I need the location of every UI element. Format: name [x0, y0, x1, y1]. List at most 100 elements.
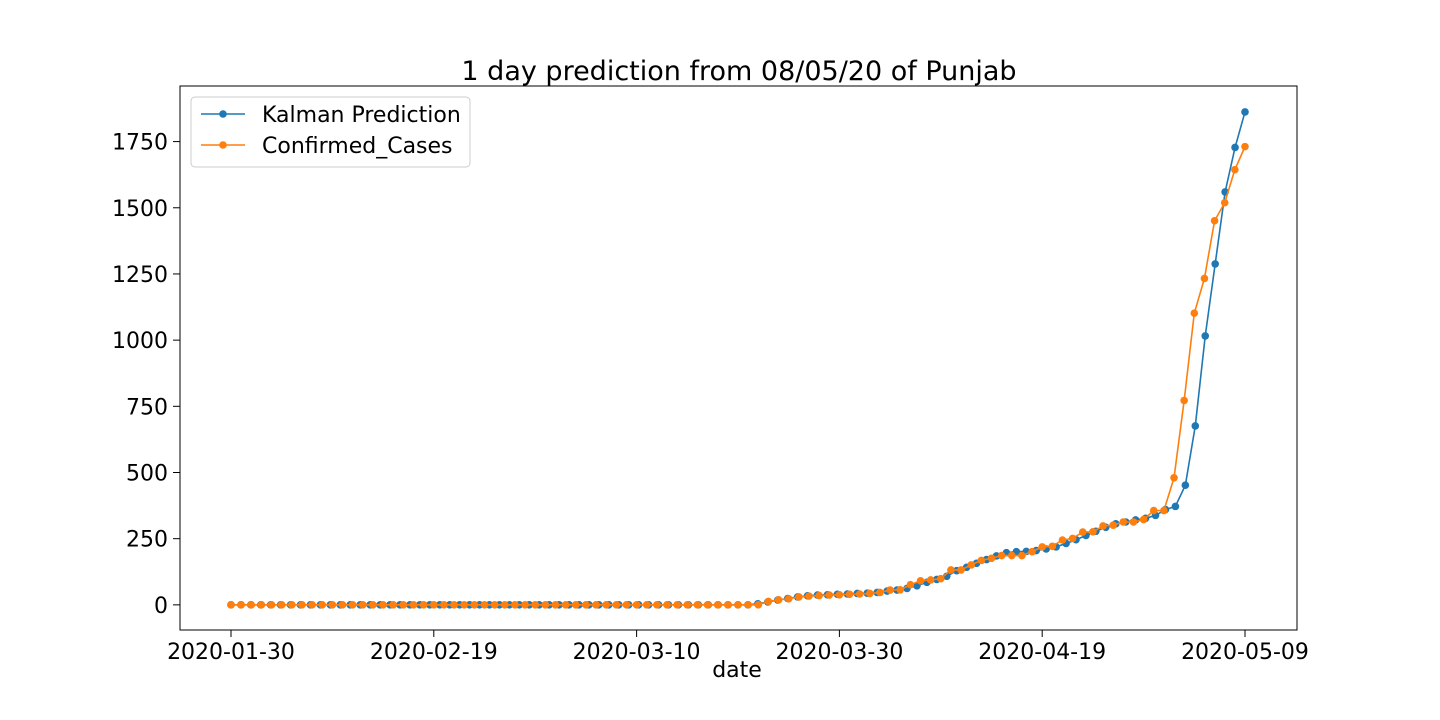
legend-box — [190, 96, 471, 168]
data-point — [1129, 518, 1138, 526]
data-point — [1007, 551, 1016, 560]
data-point — [500, 601, 509, 609]
data-point — [480, 601, 489, 609]
data-point — [1109, 521, 1117, 529]
data-point — [1201, 332, 1210, 340]
x-tick-label: 2020-02-19 — [370, 640, 498, 665]
x-axis-title: date — [712, 658, 762, 683]
data-point — [1028, 547, 1036, 556]
data-point — [896, 585, 905, 594]
data-point — [1139, 515, 1148, 524]
data-point — [886, 586, 894, 594]
data-point — [470, 601, 479, 609]
data-point — [876, 588, 884, 597]
y-tick-label: 500 — [126, 461, 168, 486]
data-point — [308, 601, 316, 609]
data-point — [1190, 309, 1199, 317]
y-tick-label: 1250 — [112, 263, 168, 288]
data-point — [460, 601, 469, 609]
series-confirmed-cases — [227, 142, 1249, 609]
data-point — [754, 601, 763, 609]
data-point — [805, 592, 813, 600]
data-point — [298, 601, 306, 609]
data-point — [359, 601, 367, 609]
x-axis: 2020-01-30 2020-02-19 2020-03-10 2020-03-30… — [167, 630, 1309, 665]
data-point — [1058, 536, 1067, 544]
data-point — [1231, 165, 1239, 174]
data-point — [419, 601, 428, 609]
data-point — [1018, 551, 1026, 560]
legend-label: Confirmed_Cases — [262, 134, 453, 159]
data-point — [724, 601, 732, 609]
data-point — [1089, 527, 1097, 536]
legend-entries: Kalman Prediction Confirmed_Cases — [201, 103, 461, 159]
data-point — [622, 601, 631, 609]
data-point — [389, 601, 398, 609]
legend: Kalman Prediction Confirmed_Cases — [190, 96, 471, 168]
chart-title: 1 day prediction from 08/05/20 of Punjab — [461, 56, 1016, 87]
series-line — [231, 146, 1246, 606]
data-point — [1119, 518, 1128, 526]
data-point — [683, 601, 692, 609]
x-tick-label: 2020-03-30 — [775, 640, 903, 665]
data-point — [318, 601, 327, 609]
data-point — [551, 601, 560, 609]
data-point — [1068, 534, 1077, 543]
data-point — [561, 601, 570, 609]
data-point — [1200, 274, 1209, 283]
data-point — [277, 601, 286, 609]
y-tick-label: 1500 — [112, 197, 168, 222]
data-point — [430, 601, 438, 609]
data-point — [440, 601, 448, 609]
data-point — [957, 566, 965, 574]
data-point — [257, 601, 266, 609]
y-tick-label: 0 — [154, 594, 168, 619]
data-point — [1241, 108, 1249, 116]
data-point — [409, 601, 418, 609]
data-point — [1170, 473, 1178, 482]
data-point — [947, 566, 955, 574]
data-point — [845, 590, 854, 599]
y-tick-label: 1000 — [112, 329, 168, 354]
legend-marker — [219, 141, 227, 149]
legend-marker — [219, 110, 227, 118]
data-point — [541, 601, 550, 609]
y-tick-label: 250 — [126, 528, 168, 553]
data-point — [1171, 502, 1180, 511]
data-point — [582, 601, 590, 609]
data-point — [866, 589, 874, 598]
data-point — [825, 591, 834, 599]
y-tick-label: 750 — [126, 395, 168, 420]
data-point — [926, 576, 935, 584]
data-point — [247, 601, 256, 609]
data-point — [1211, 260, 1219, 268]
data-point — [764, 597, 773, 606]
data-point — [612, 601, 621, 609]
data-point — [602, 601, 610, 609]
data-point — [632, 601, 641, 609]
data-point — [774, 596, 783, 604]
data-point — [338, 601, 347, 609]
data-point — [967, 561, 976, 569]
data-point — [693, 601, 702, 609]
x-tick-label: 2020-01-30 — [167, 640, 295, 665]
data-point — [1180, 396, 1188, 405]
data-point — [1048, 542, 1057, 551]
x-tick-label: 2020-03-10 — [573, 640, 701, 665]
data-point — [673, 601, 681, 609]
data-point — [987, 554, 996, 563]
data-point — [703, 601, 712, 609]
data-point — [227, 601, 235, 609]
data-point — [1241, 142, 1249, 151]
data-point — [906, 580, 915, 589]
data-point — [1038, 543, 1046, 551]
data-point — [653, 601, 661, 609]
data-point — [855, 590, 864, 598]
data-point — [328, 601, 337, 609]
data-point — [490, 601, 499, 609]
data-point — [379, 601, 387, 609]
plot-frame — [179, 85, 1298, 631]
data-point — [1181, 481, 1190, 490]
data-point — [734, 601, 742, 609]
